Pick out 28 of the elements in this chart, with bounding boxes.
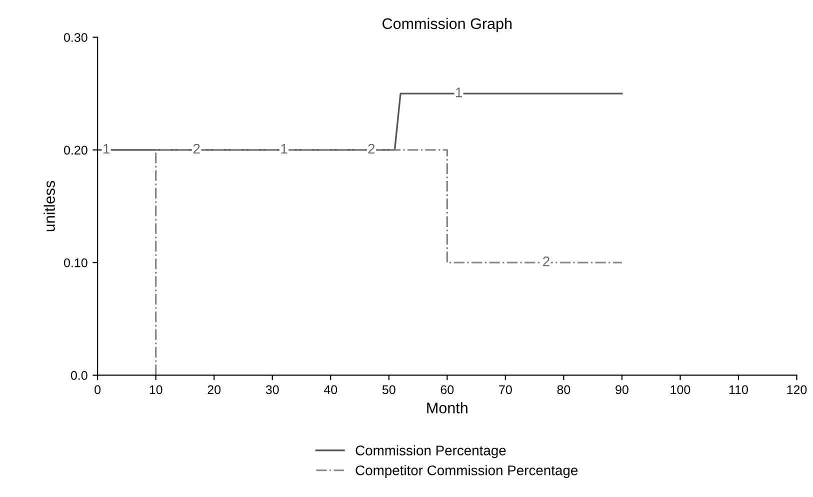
annotation: 1: [281, 144, 288, 154]
annotation: 2: [368, 144, 375, 154]
legend-label: Commission Percentage: [356, 445, 506, 458]
x-tick-label: 10: [150, 385, 162, 394]
annotation: 2: [543, 256, 550, 266]
annotation: 2: [193, 144, 200, 154]
x-tick-label: 20: [208, 385, 221, 394]
chart-title: Commission Graph: [382, 18, 512, 32]
y-axis-title: unitless: [44, 180, 55, 232]
x-tick-label: 40: [324, 385, 338, 394]
x-tick-label: 70: [499, 385, 512, 394]
legend-label: Competitor Commission Percentage: [356, 465, 578, 478]
y-tick-label: 0.30: [64, 33, 88, 42]
annotation: 1: [456, 88, 462, 98]
x-tick-label: 30: [266, 385, 279, 394]
x-tick-label: 50: [382, 385, 396, 394]
x-tick-label: 0: [94, 385, 101, 394]
y-tick-label: 0.0: [70, 371, 88, 380]
x-tick-label: 60: [440, 385, 454, 394]
annotation: 1: [103, 144, 110, 154]
x-tick-label: 80: [557, 385, 570, 394]
x-tick-label: 110: [729, 385, 748, 394]
x-tick-label: 90: [616, 385, 628, 394]
x-tick-label: 120: [787, 385, 807, 394]
x-tick-label: 100: [670, 385, 690, 394]
y-tick-label: 0.20: [64, 146, 88, 155]
y-tick-label: 0.10: [64, 258, 88, 268]
x-axis-title: Month: [427, 402, 468, 414]
